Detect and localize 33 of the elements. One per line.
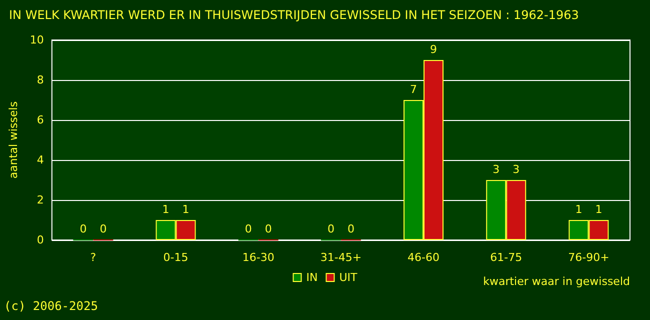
data-label: 0 xyxy=(347,222,354,236)
y-tick-label: 4 xyxy=(36,154,44,166)
y-tick-label: 2 xyxy=(36,194,44,206)
x-tick-label: ? xyxy=(90,251,96,264)
y-tick-label: 0 xyxy=(36,234,44,246)
legend-label: IN xyxy=(306,271,318,284)
x-tick-label: 46-60 xyxy=(408,251,440,264)
data-label: 1 xyxy=(575,203,582,216)
data-label: 0 xyxy=(327,222,334,236)
x-tick-label: 61-75 xyxy=(490,251,522,264)
data-label: 1 xyxy=(182,203,190,216)
data-label: 7 xyxy=(410,83,418,96)
x-tick-label: 76-90+ xyxy=(568,251,610,264)
x-tick-label: 0-15 xyxy=(163,251,188,264)
data-label: 3 xyxy=(512,163,520,176)
legend-label: UIT xyxy=(339,271,358,284)
data-label: 0 xyxy=(244,222,252,236)
y-tick-label: 8 xyxy=(36,74,44,86)
data-label: 1 xyxy=(162,203,170,216)
y-axis-title: aantal wissels xyxy=(7,101,20,179)
y-tick-label: 6 xyxy=(36,114,44,126)
chart-title: IN WELK KWARTIER WERD ER IN THUISWEDSTRIJDEN GEWISSELD IN HET SEIZOEN : 1962-1963 xyxy=(9,8,579,22)
data-label: 9 xyxy=(430,43,438,56)
data-label: 3 xyxy=(492,163,500,176)
data-label: 0 xyxy=(100,222,107,236)
y-tick-label: 10 xyxy=(30,34,44,46)
text: (c) 2006-2025 xyxy=(4,299,98,313)
x-axis-title: kwartier waar in gewisseld xyxy=(483,275,630,288)
data-label: 0 xyxy=(80,222,87,236)
x-tick-label: 16-30 xyxy=(242,251,274,264)
data-label: 0 xyxy=(264,222,272,236)
data-label: 1 xyxy=(595,203,602,216)
x-tick-label: 31-45+ xyxy=(320,251,362,264)
